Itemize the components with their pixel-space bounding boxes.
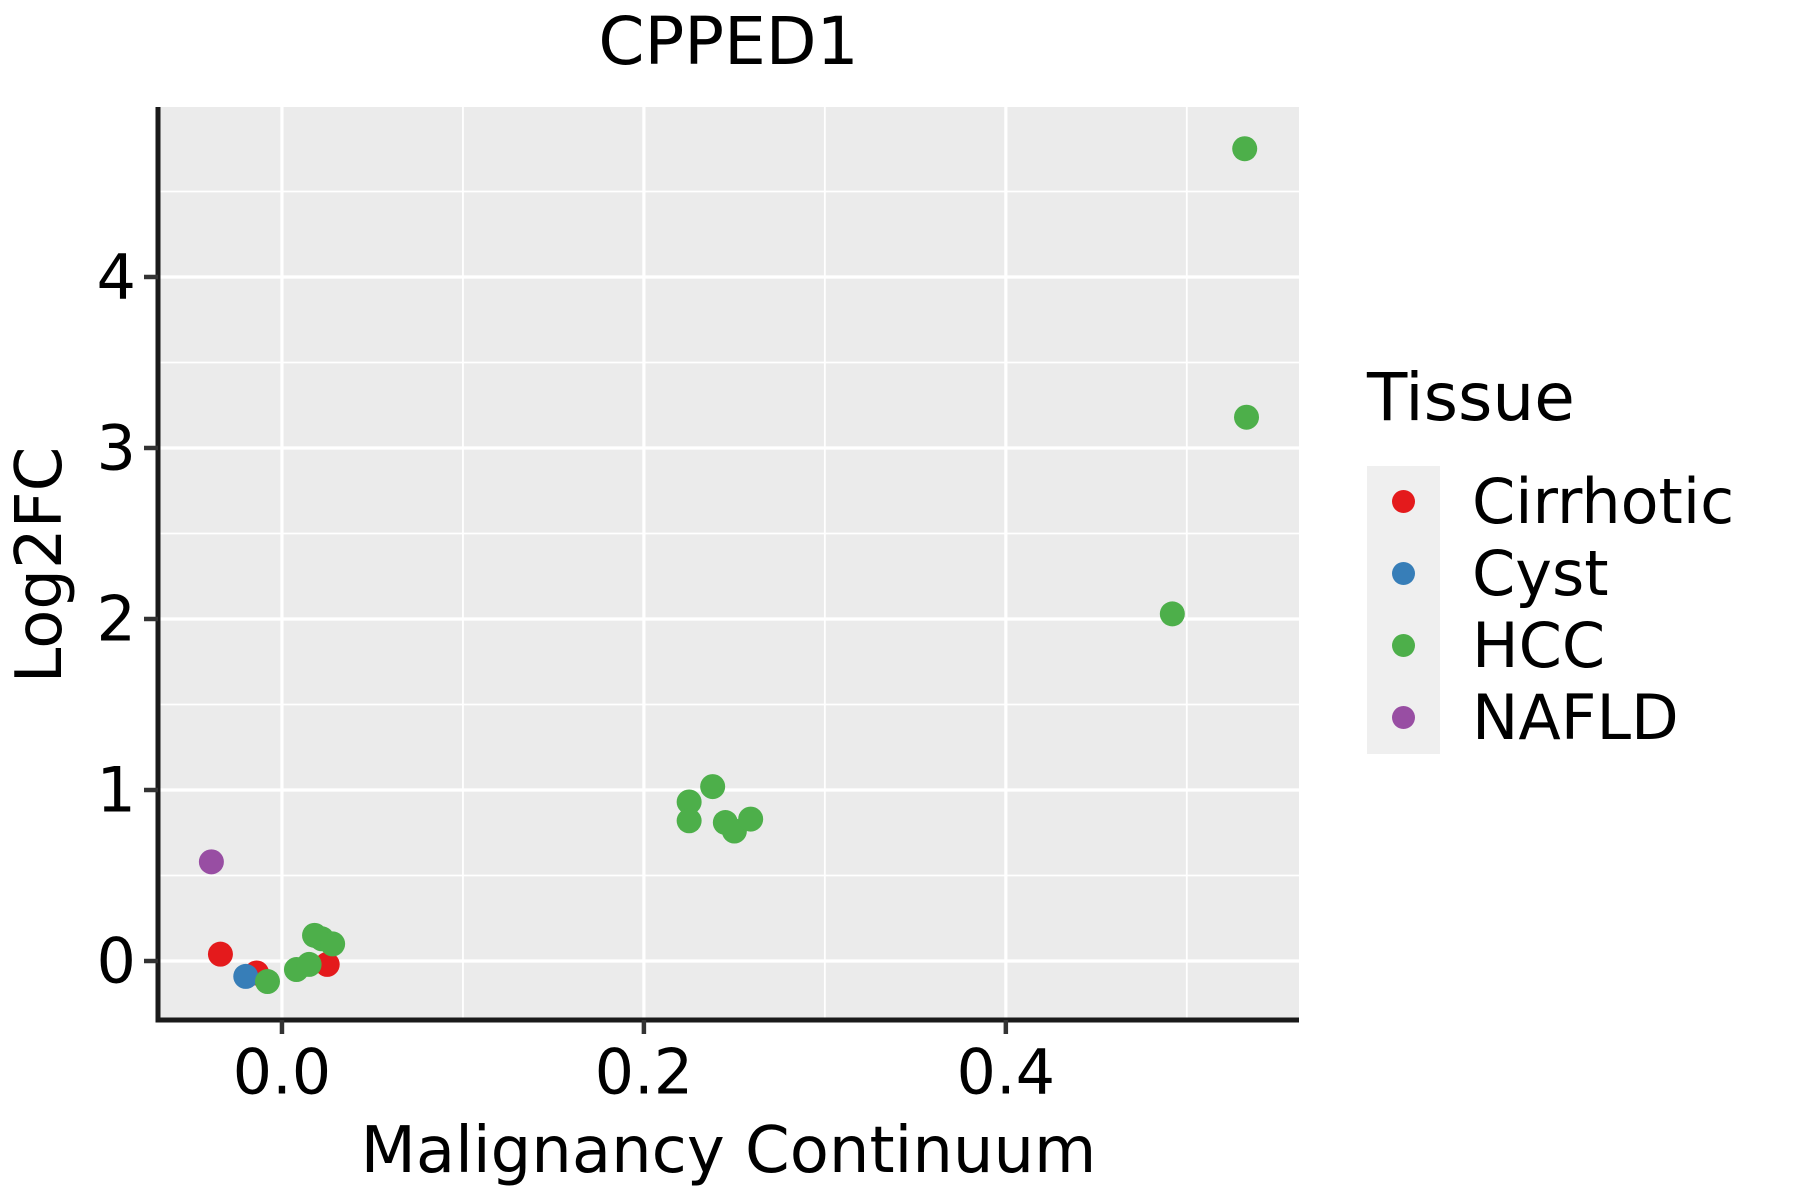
data-point-hcc bbox=[676, 808, 702, 834]
legend-label-nafld: NAFLD bbox=[1472, 680, 1679, 754]
data-point-hcc bbox=[1232, 136, 1258, 162]
data-point-hcc bbox=[738, 806, 764, 832]
legend-swatch-hcc-icon bbox=[1392, 634, 1415, 658]
y-axis-title: Log2FC bbox=[3, 446, 77, 684]
y-tick-label: 0 bbox=[97, 925, 136, 998]
data-point-hcc bbox=[320, 931, 346, 957]
legend-key-cyst bbox=[1367, 537, 1440, 610]
data-point-hcc bbox=[700, 774, 726, 800]
data-point-hcc bbox=[1234, 404, 1260, 430]
x-tick-label: 0.0 bbox=[233, 1036, 332, 1109]
legend-item-cyst: Cyst bbox=[1367, 536, 1734, 610]
legend-key-hcc bbox=[1367, 609, 1440, 682]
data-point-cirrhotic bbox=[207, 941, 233, 967]
x-tick-label: 0.2 bbox=[595, 1036, 694, 1109]
y-tick-label: 2 bbox=[97, 582, 136, 655]
legend-item-nafld: NAFLD bbox=[1367, 680, 1734, 754]
legend-swatch-nafld-icon bbox=[1392, 706, 1415, 730]
data-point-hcc bbox=[254, 969, 280, 995]
data-point-hcc bbox=[1159, 601, 1185, 627]
legend-key-cirrhotic bbox=[1367, 465, 1440, 538]
chart-title: CPPED1 bbox=[598, 3, 859, 80]
y-tick-label: 3 bbox=[97, 411, 136, 484]
legend-swatch-cyst-icon bbox=[1392, 562, 1415, 586]
legend-item-cirrhotic: Cirrhotic bbox=[1367, 464, 1735, 538]
data-point-cyst bbox=[233, 963, 259, 989]
y-tick-label: 1 bbox=[97, 753, 136, 826]
legend-title: Tissue bbox=[1367, 359, 1575, 436]
legend-key-nafld bbox=[1367, 681, 1440, 754]
x-axis-title: Malignancy Continuum bbox=[360, 1114, 1097, 1188]
legend-label-hcc: HCC bbox=[1472, 608, 1606, 682]
data-point-hcc bbox=[296, 951, 322, 977]
legend-label-cyst: Cyst bbox=[1472, 536, 1609, 610]
legend-item-hcc: HCC bbox=[1367, 608, 1734, 682]
data-point-hcc bbox=[676, 789, 702, 815]
plot-panel bbox=[158, 107, 1299, 1020]
data-point-nafld bbox=[198, 849, 224, 875]
legend-swatch-cirrhotic-icon bbox=[1392, 490, 1415, 514]
legend: Tissue Cirrhotic Cyst HCC bbox=[1367, 360, 1734, 754]
data-point-cirrhotic bbox=[314, 951, 340, 977]
legend-label-cirrhotic: Cirrhotic bbox=[1472, 464, 1735, 538]
y-tick-label: 4 bbox=[97, 240, 136, 313]
legend-items: Cirrhotic Cyst HCC NAFLD bbox=[1367, 464, 1735, 754]
x-tick-label: 0.4 bbox=[957, 1036, 1056, 1109]
